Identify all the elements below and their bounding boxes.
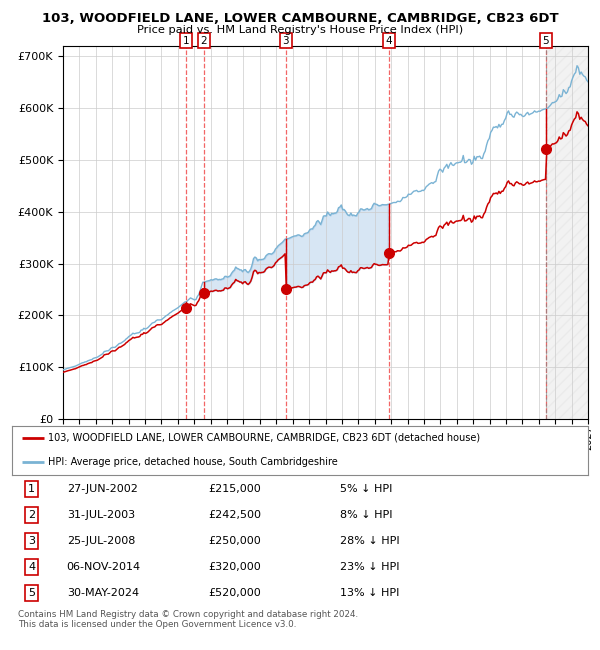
Text: 30-MAY-2024: 30-MAY-2024 xyxy=(67,588,139,598)
Text: 103, WOODFIELD LANE, LOWER CAMBOURNE, CAMBRIDGE, CB23 6DT (detached house): 103, WOODFIELD LANE, LOWER CAMBOURNE, CA… xyxy=(48,433,480,443)
Text: 3: 3 xyxy=(283,36,289,46)
Text: 27-JUN-2002: 27-JUN-2002 xyxy=(67,484,137,494)
Text: 5: 5 xyxy=(542,36,549,46)
Bar xyxy=(545,46,588,419)
Text: 5: 5 xyxy=(28,588,35,598)
Text: 06-NOV-2014: 06-NOV-2014 xyxy=(67,562,141,572)
Text: 1: 1 xyxy=(28,484,35,494)
Text: 23% ↓ HPI: 23% ↓ HPI xyxy=(340,562,400,572)
Text: 13% ↓ HPI: 13% ↓ HPI xyxy=(340,588,400,598)
Text: 103, WOODFIELD LANE, LOWER CAMBOURNE, CAMBRIDGE, CB23 6DT: 103, WOODFIELD LANE, LOWER CAMBOURNE, CA… xyxy=(41,12,559,25)
Text: £250,000: £250,000 xyxy=(208,536,260,546)
Text: 8% ↓ HPI: 8% ↓ HPI xyxy=(340,510,393,520)
Text: 31-JUL-2003: 31-JUL-2003 xyxy=(67,510,135,520)
Text: Contains HM Land Registry data © Crown copyright and database right 2024.
This d: Contains HM Land Registry data © Crown c… xyxy=(18,610,358,629)
Text: £242,500: £242,500 xyxy=(208,510,261,520)
Text: £215,000: £215,000 xyxy=(208,484,260,494)
Text: £520,000: £520,000 xyxy=(208,588,260,598)
Text: 5% ↓ HPI: 5% ↓ HPI xyxy=(340,484,392,494)
Text: 2: 2 xyxy=(28,510,35,520)
Text: 28% ↓ HPI: 28% ↓ HPI xyxy=(340,536,400,546)
Text: 4: 4 xyxy=(385,36,392,46)
Text: 1: 1 xyxy=(182,36,189,46)
Text: HPI: Average price, detached house, South Cambridgeshire: HPI: Average price, detached house, Sout… xyxy=(48,458,337,467)
Text: 3: 3 xyxy=(28,536,35,546)
Text: 2: 2 xyxy=(200,36,207,46)
Text: 4: 4 xyxy=(28,562,35,572)
Text: £320,000: £320,000 xyxy=(208,562,260,572)
Text: 25-JUL-2008: 25-JUL-2008 xyxy=(67,536,135,546)
Text: Price paid vs. HM Land Registry's House Price Index (HPI): Price paid vs. HM Land Registry's House … xyxy=(137,25,463,34)
